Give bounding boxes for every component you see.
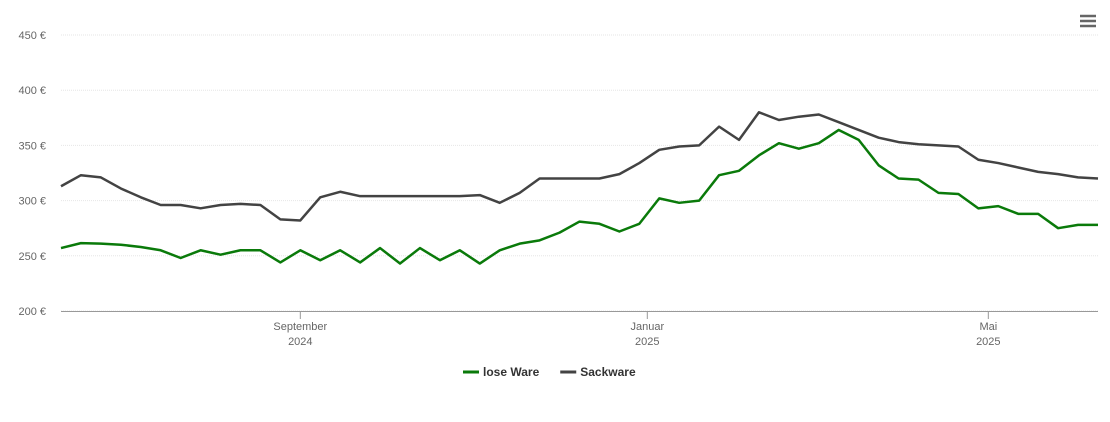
x-tick-label-line: Januar: [630, 321, 664, 333]
x-tick-label: September 2024: [273, 321, 327, 348]
menu-button[interactable]: [1074, 10, 1102, 34]
series-line: [60, 128, 1098, 265]
legend-label: Sackware: [580, 365, 636, 379]
y-tick-label: 200 €: [18, 306, 46, 318]
x-tick-label: Januar 2025: [630, 321, 664, 348]
y-tick-label: 250 €: [18, 251, 46, 263]
y-tick-label: 350 €: [18, 140, 46, 152]
x-tick-label-line: 2025: [976, 336, 1000, 348]
legend: lose Ware Sackware: [463, 365, 636, 379]
x-tick-label-line: Mai: [979, 321, 997, 333]
x-tick-label: Mai 2025: [976, 321, 1000, 348]
legend-label: lose Ware: [483, 365, 540, 379]
y-tick-label: 450 €: [18, 30, 46, 42]
x-tick-label-line: 2025: [635, 336, 659, 348]
x-tick-label-line: 2024: [288, 336, 312, 348]
y-tick-label: 400 €: [18, 85, 46, 97]
y-tick-label: 300 €: [18, 196, 46, 208]
x-tick-label-line: September: [273, 321, 327, 333]
series-line: [60, 111, 1099, 222]
